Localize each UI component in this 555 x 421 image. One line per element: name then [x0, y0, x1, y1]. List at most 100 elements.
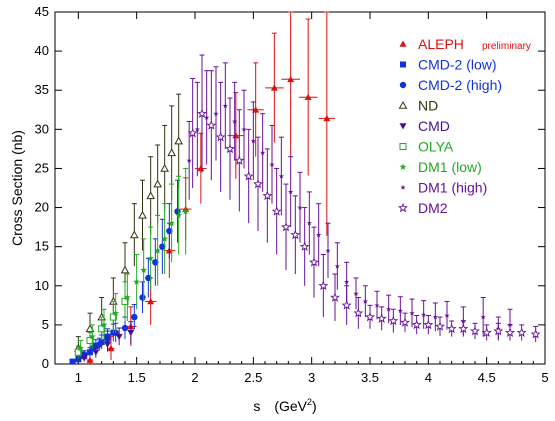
- x-axis-title: s (GeV2): [253, 397, 316, 414]
- legend-marker-dm1-low: [399, 163, 407, 170]
- data-point: [213, 110, 219, 116]
- data-point: [87, 349, 93, 356]
- y-tick-label: 45: [35, 4, 49, 19]
- data-point: [306, 220, 312, 226]
- series-dm1-low: [77, 167, 190, 357]
- series-aleph: [86, 11, 335, 364]
- data-point: [146, 191, 156, 200]
- data-point: [206, 120, 217, 130]
- data-point: [104, 341, 111, 348]
- data-point: [269, 161, 275, 167]
- data-point: [80, 354, 88, 362]
- data-point: [98, 339, 105, 346]
- x-tick-label: 1: [75, 370, 82, 385]
- data-point: [153, 179, 163, 188]
- legend-marker-cmd-2-high: [399, 81, 407, 89]
- y-tick-label: 35: [35, 82, 49, 97]
- data-point: [334, 263, 340, 269]
- series-cmd: [80, 321, 135, 362]
- data-point: [411, 319, 422, 330]
- y-tick-label: 30: [35, 121, 49, 136]
- data-point: [260, 150, 266, 156]
- data-point: [152, 259, 159, 266]
- data-point: [86, 337, 94, 345]
- data-point: [145, 274, 152, 282]
- data-point: [204, 114, 210, 120]
- legend-label-nd: ND: [418, 98, 438, 114]
- data-point: [77, 344, 85, 352]
- data-point: [270, 84, 278, 91]
- data-point: [222, 103, 228, 109]
- x-tick-label: 5: [541, 370, 548, 385]
- data-point: [69, 358, 76, 365]
- data-point: [196, 108, 208, 118]
- data-point: [123, 293, 131, 301]
- data-point: [241, 126, 247, 132]
- data-point: [187, 127, 198, 138]
- data-point: [96, 341, 103, 348]
- data-point: [362, 298, 368, 304]
- data-point: [115, 333, 123, 341]
- data-point: [140, 266, 148, 274]
- data-point: [86, 356, 94, 363]
- data-point: [318, 280, 329, 291]
- data-point: [376, 313, 387, 323]
- legend-marker-dm2: [398, 202, 408, 213]
- data-point: [100, 321, 108, 328]
- data-point: [329, 292, 341, 302]
- data-point: [121, 324, 129, 332]
- data-point: [85, 324, 95, 333]
- data-point: [98, 325, 106, 333]
- data-point: [374, 302, 380, 308]
- data-point: [344, 279, 350, 285]
- data-point: [133, 278, 141, 285]
- data-point: [232, 118, 238, 124]
- y-tick-label: 40: [35, 43, 49, 58]
- data-point: [530, 329, 541, 339]
- data-point: [386, 306, 392, 312]
- data-point: [234, 155, 245, 165]
- data-point: [397, 308, 403, 314]
- data-point: [388, 315, 399, 326]
- y-tick-label: 25: [35, 160, 49, 175]
- data-point: [421, 311, 427, 317]
- y-tick-label: 10: [35, 278, 49, 293]
- x-axis-title-unit-exp: 2: [307, 397, 312, 407]
- data-point: [262, 190, 273, 201]
- x-axis-title-unit: (GeV: [274, 398, 307, 414]
- data-point: [316, 232, 322, 238]
- data-point: [120, 265, 130, 274]
- legend-marker-cmd-2-low: [400, 61, 406, 68]
- data-point: [458, 323, 469, 334]
- data-point: [154, 246, 162, 254]
- x-tick-label: 2.5: [244, 370, 262, 385]
- legend-marker-aleph: [399, 40, 407, 47]
- data-point: [409, 310, 415, 316]
- data-point: [353, 290, 359, 296]
- legend: ALEPH preliminary CMD-2 (low) CMD-2 (high) N…: [398, 36, 531, 216]
- series-nd: [73, 93, 184, 361]
- y-axis-title: Cross Section (nb): [9, 130, 25, 246]
- data-point: [434, 321, 446, 331]
- x-tick-label: 4.5: [478, 370, 496, 385]
- data-point: [323, 114, 331, 122]
- data-point: [243, 171, 254, 181]
- data-point: [121, 297, 129, 305]
- data-point: [175, 211, 183, 219]
- legend-marker-nd: [398, 100, 408, 109]
- legend-marker-olya: [399, 143, 407, 150]
- data-point: [399, 317, 411, 327]
- data-point: [168, 219, 176, 227]
- data-point: [215, 131, 226, 142]
- x-axis-title-unit-close: ): [312, 398, 317, 414]
- data-point: [194, 126, 200, 132]
- y-tick-label: 20: [35, 200, 49, 215]
- data-point: [364, 311, 376, 322]
- data-point: [232, 132, 240, 139]
- data-point: [504, 327, 516, 337]
- data-point: [197, 164, 205, 172]
- data-point: [160, 163, 170, 172]
- axis-tick-labels: 1 1.5 2 2.5 3 3.5 4 4.5 5 0 5 10 15 20 25 30 35 40 45: [35, 4, 549, 385]
- data-point: [325, 247, 331, 253]
